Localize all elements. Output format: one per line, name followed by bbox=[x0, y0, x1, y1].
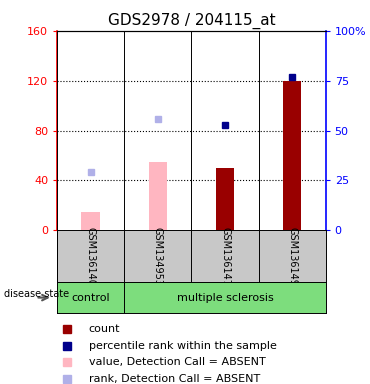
Bar bbox=[283, 81, 302, 230]
Bar bbox=[149, 162, 167, 230]
Title: GDS2978 / 204115_at: GDS2978 / 204115_at bbox=[108, 13, 275, 29]
Text: value, Detection Call = ABSENT: value, Detection Call = ABSENT bbox=[89, 358, 266, 367]
Text: GSM134953: GSM134953 bbox=[153, 227, 163, 286]
Bar bbox=[216, 168, 235, 230]
Text: GSM136147: GSM136147 bbox=[220, 227, 230, 286]
Text: GSM136149: GSM136149 bbox=[287, 227, 297, 286]
Text: multiple sclerosis: multiple sclerosis bbox=[176, 293, 273, 303]
Text: count: count bbox=[89, 324, 120, 334]
Text: percentile rank within the sample: percentile rank within the sample bbox=[89, 341, 277, 351]
Text: GSM136140: GSM136140 bbox=[86, 227, 96, 286]
Text: control: control bbox=[71, 293, 110, 303]
Text: disease state: disease state bbox=[4, 289, 69, 299]
Bar bbox=[81, 212, 100, 230]
Text: rank, Detection Call = ABSENT: rank, Detection Call = ABSENT bbox=[89, 374, 260, 384]
